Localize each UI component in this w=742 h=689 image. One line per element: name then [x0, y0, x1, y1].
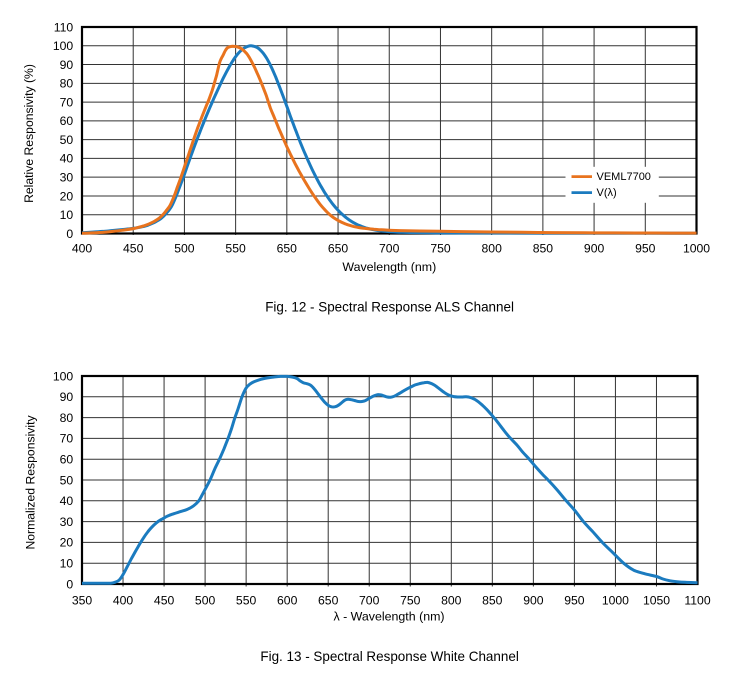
svg-text:700: 700	[379, 242, 400, 256]
svg-text:Normalized Responsivity: Normalized Responsivity	[23, 415, 37, 550]
svg-text:50: 50	[60, 133, 74, 147]
svg-text:850: 850	[533, 242, 554, 256]
svg-text:700: 700	[359, 593, 380, 607]
svg-text:50: 50	[60, 473, 74, 487]
svg-text:10: 10	[60, 208, 74, 222]
svg-text:0: 0	[66, 577, 73, 591]
svg-text:950: 950	[635, 242, 656, 256]
svg-text:750: 750	[400, 593, 421, 607]
svg-text:90: 90	[60, 390, 74, 404]
svg-text:950: 950	[564, 593, 585, 607]
svg-text:Fig. 12 - Spectral Response AL: Fig. 12 - Spectral Response ALS Channel	[265, 300, 514, 315]
svg-text:100: 100	[53, 39, 74, 53]
svg-text:80: 80	[60, 411, 74, 425]
svg-text:40: 40	[60, 494, 74, 508]
svg-text:VEML7700: VEML7700	[597, 171, 651, 183]
svg-text:60: 60	[60, 114, 74, 128]
svg-text:1000: 1000	[602, 593, 629, 607]
svg-text:1000: 1000	[683, 242, 710, 256]
svg-text:70: 70	[60, 432, 74, 446]
svg-text:20: 20	[60, 189, 74, 203]
svg-text:60: 60	[60, 453, 74, 467]
svg-text:Wavelength (nm): Wavelength (nm)	[342, 260, 436, 274]
svg-text:80: 80	[60, 77, 74, 91]
svg-text:1100: 1100	[684, 593, 710, 607]
svg-text:70: 70	[60, 95, 74, 109]
svg-text:400: 400	[113, 593, 134, 607]
svg-text:800: 800	[441, 593, 462, 607]
svg-text:Fig. 13 - Spectral Response Wh: Fig. 13 - Spectral Response White Channe…	[260, 649, 518, 664]
svg-text:0: 0	[66, 227, 73, 241]
svg-text:λ - Wavelength (nm): λ - Wavelength (nm)	[333, 609, 444, 623]
svg-text:750: 750	[430, 242, 451, 256]
svg-text:10: 10	[60, 557, 74, 571]
svg-text:650: 650	[277, 242, 298, 256]
svg-text:550: 550	[236, 593, 257, 607]
svg-text:100: 100	[53, 369, 74, 383]
svg-text:450: 450	[123, 242, 144, 256]
svg-text:1050: 1050	[643, 593, 670, 607]
svg-text:30: 30	[60, 515, 74, 529]
svg-text:550: 550	[225, 242, 246, 256]
svg-text:500: 500	[195, 593, 216, 607]
svg-text:110: 110	[54, 20, 74, 34]
svg-text:650: 650	[318, 593, 339, 607]
svg-text:20: 20	[60, 536, 74, 550]
svg-text:30: 30	[60, 171, 74, 185]
svg-text:500: 500	[174, 242, 195, 256]
svg-text:850: 850	[482, 593, 503, 607]
svg-text:400: 400	[72, 242, 93, 256]
svg-text:650: 650	[328, 242, 349, 256]
svg-text:600: 600	[277, 593, 298, 607]
svg-text:40: 40	[60, 152, 74, 166]
svg-text:V(λ): V(λ)	[597, 187, 617, 199]
svg-text:800: 800	[482, 242, 503, 256]
svg-text:90: 90	[60, 58, 74, 72]
svg-text:900: 900	[584, 242, 605, 256]
svg-text:Relative Responsivity (%): Relative Responsivity (%)	[22, 64, 36, 203]
svg-text:350: 350	[72, 593, 93, 607]
svg-text:450: 450	[154, 593, 175, 607]
svg-text:900: 900	[523, 593, 544, 607]
